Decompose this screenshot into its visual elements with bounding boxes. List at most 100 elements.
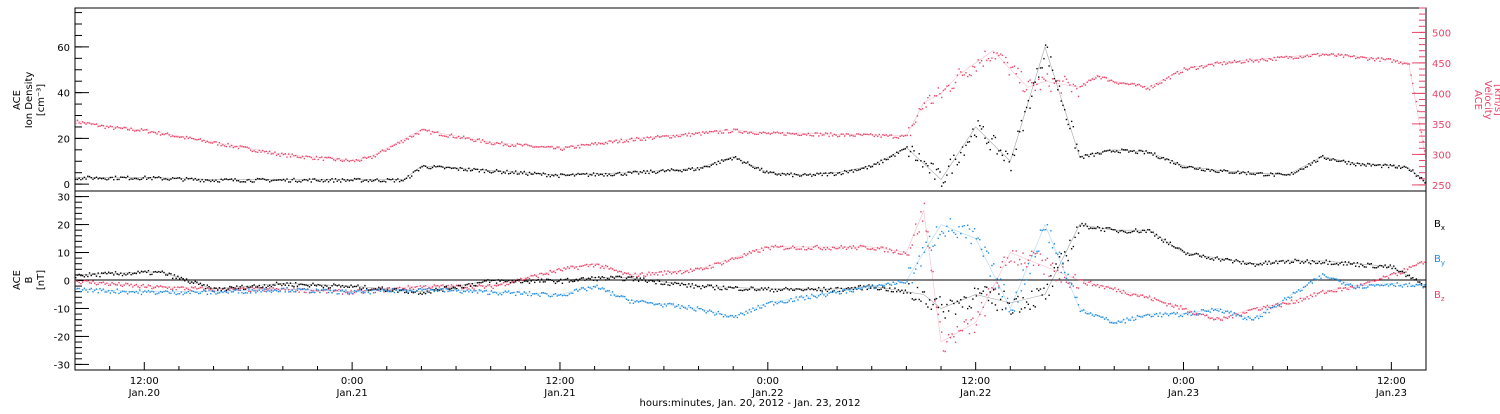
by-point (1256, 315, 1258, 317)
velocity-point (1282, 56, 1284, 59)
density-point (1133, 149, 1135, 152)
velocity-point (916, 115, 919, 117)
density-point (1041, 67, 1043, 69)
bx-point (895, 290, 898, 293)
velocity-point (1268, 57, 1270, 60)
velocity-point (1363, 56, 1366, 59)
density-point (173, 177, 176, 180)
by-point (488, 293, 491, 296)
bz-point (1280, 306, 1282, 308)
bz-point (1339, 287, 1341, 289)
density-point (1382, 164, 1385, 166)
velocity-point (715, 130, 718, 132)
bz-point (895, 249, 898, 251)
velocity-point (856, 133, 858, 135)
velocity-point (116, 126, 118, 128)
bz-point (1221, 319, 1224, 321)
by-point (676, 305, 678, 308)
bz-point (1393, 272, 1395, 274)
velocity-point (1034, 89, 1036, 92)
bx-point (928, 299, 931, 301)
by-point (1282, 299, 1284, 302)
by-point (1277, 304, 1279, 307)
density-point (353, 177, 356, 180)
by-point (1316, 279, 1319, 281)
density-point (1360, 164, 1362, 167)
by-point (1361, 287, 1364, 289)
velocity-point (506, 144, 508, 146)
density-point (1152, 154, 1154, 156)
bz-point (1091, 284, 1094, 287)
by-point (1148, 314, 1151, 316)
by-point (876, 285, 879, 287)
bz-point (579, 265, 581, 268)
density-point (1420, 176, 1423, 179)
bx-point (651, 280, 654, 282)
density-point (301, 179, 304, 182)
density-point (1266, 174, 1269, 177)
velocity-point (646, 136, 648, 138)
velocity-point (570, 145, 572, 147)
velocity-point (999, 53, 1002, 55)
by-point (992, 263, 995, 265)
bz-point (409, 287, 411, 289)
density-point (1309, 164, 1312, 166)
bx-point (904, 289, 907, 291)
bx-point (156, 271, 158, 273)
bx-point (553, 280, 555, 283)
density-point (795, 173, 797, 176)
velocity-point (447, 136, 449, 138)
bz-point (456, 284, 458, 286)
bz-point (956, 326, 959, 328)
bx-point (592, 279, 595, 281)
density-point (1232, 172, 1234, 174)
bz-point (949, 336, 952, 339)
density-point (1018, 131, 1021, 133)
density-point (1249, 173, 1251, 175)
density-point (229, 178, 231, 181)
density-point (184, 179, 186, 181)
bz-point (411, 286, 413, 289)
density-point (911, 145, 913, 148)
velocity-point (717, 132, 719, 134)
density-point (885, 158, 887, 161)
bz-point (1131, 294, 1133, 296)
bx-point (925, 303, 927, 305)
by-point (838, 293, 841, 295)
velocity-point (840, 133, 842, 135)
by-point (220, 290, 222, 293)
density-point (561, 173, 564, 175)
velocity-point (1140, 85, 1142, 87)
bx-point (114, 271, 117, 273)
density-point (947, 165, 950, 167)
bx-point (340, 286, 342, 288)
density-point (99, 177, 101, 179)
by-point (1221, 311, 1224, 314)
bx-point (324, 284, 326, 287)
bx-point (215, 287, 217, 290)
velocity-point (88, 122, 91, 124)
velocity-point (1348, 55, 1350, 57)
velocity-point (942, 89, 945, 92)
bz-point (1252, 307, 1255, 310)
velocity-point (660, 136, 662, 138)
bx-point (753, 289, 756, 291)
bz-point (902, 251, 905, 253)
bx-point (1252, 263, 1255, 265)
density-point (514, 170, 517, 172)
velocity-point (870, 133, 872, 135)
velocity-point (1081, 85, 1083, 87)
density-point (1110, 151, 1113, 153)
by-point (291, 289, 293, 291)
velocity-point (166, 132, 169, 134)
velocity-point (776, 131, 778, 133)
bx-point (1039, 288, 1042, 290)
velocity-point (1408, 63, 1411, 65)
by-point (726, 316, 728, 318)
by-point (443, 291, 446, 293)
density-point (698, 168, 700, 171)
by-point (1001, 295, 1004, 298)
bx-point (979, 292, 981, 294)
by-point (397, 290, 399, 293)
by-point (946, 225, 948, 228)
